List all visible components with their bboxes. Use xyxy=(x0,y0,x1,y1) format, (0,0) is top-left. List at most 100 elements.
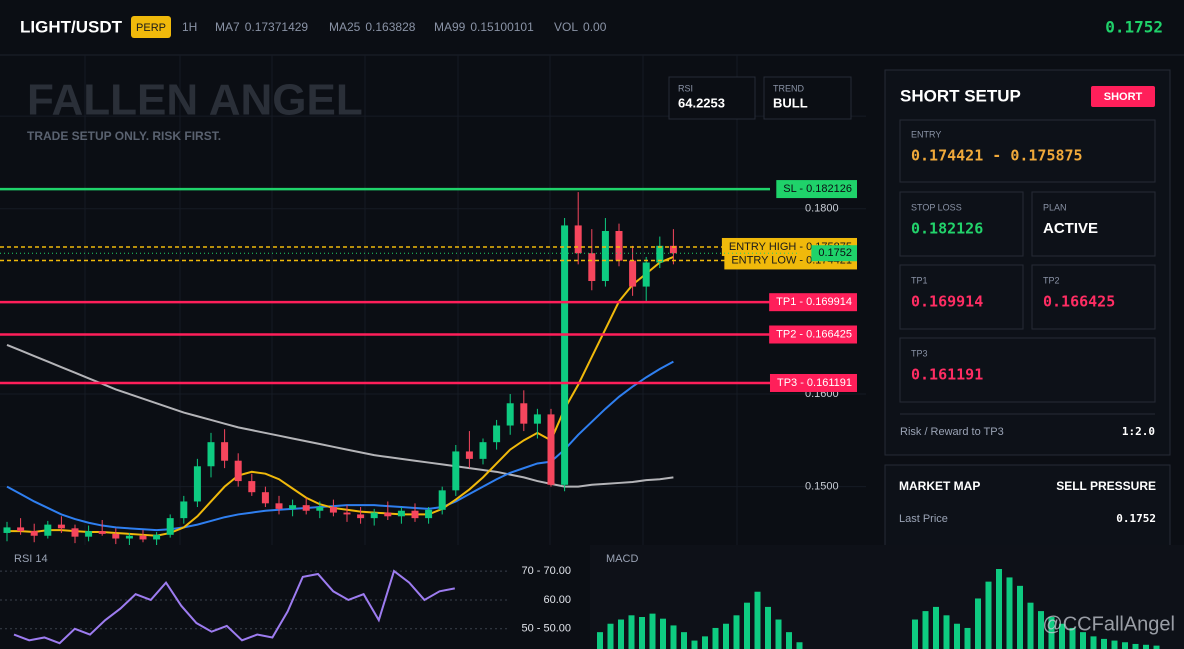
candle-body xyxy=(180,501,188,519)
candle-body xyxy=(561,225,569,485)
candle-body xyxy=(193,466,201,502)
level-tag xyxy=(769,325,857,344)
tp2-label: TP2 xyxy=(1043,275,1060,285)
volume-readout: VOL 0.00 xyxy=(554,20,607,34)
setup-panel: SHORT SETUP SHORT ENTRY 0.174421 - 0.175… xyxy=(884,69,1171,456)
candle-body xyxy=(329,507,337,513)
candle-body xyxy=(166,518,174,535)
stop-label: STOP LOSS xyxy=(911,202,962,212)
interval[interactable]: 1H xyxy=(182,20,197,34)
macd-bar xyxy=(1122,642,1128,649)
macd-bar xyxy=(607,623,614,649)
candle-body xyxy=(411,510,419,519)
macd-bar xyxy=(796,642,803,649)
ma-name: MA99 xyxy=(434,20,466,34)
macd-bar xyxy=(649,613,656,649)
candle-body xyxy=(316,507,324,511)
macd-bar xyxy=(618,619,624,649)
level-tag xyxy=(776,180,857,199)
indicator-charts: 70 - 70.00 60.00 50 - 50.00 xyxy=(0,565,1160,649)
last-price-label: Last Price xyxy=(899,513,948,525)
overlay-subtitle: TRADE SETUP ONLY. RISK FIRST. xyxy=(27,129,221,143)
panel-title: SHORT SETUP xyxy=(900,86,1021,105)
rsi-box xyxy=(668,76,756,120)
ma25-readout: MA25 0.163828 xyxy=(329,20,416,34)
candle-body xyxy=(57,524,65,529)
ma99-readout: MA99 0.15100101 xyxy=(434,20,534,34)
macd-bar xyxy=(1101,638,1107,649)
tp1-label: TP1 xyxy=(911,275,928,285)
last-price-tag xyxy=(811,245,857,262)
macd-bar xyxy=(1017,585,1023,649)
ma-value: 0.17371429 xyxy=(245,20,309,34)
tp3-card xyxy=(899,337,1156,403)
stop-card xyxy=(899,191,1024,257)
y-tick-label: 0.1500 xyxy=(805,481,839,493)
ma-name: MA25 xyxy=(329,20,361,34)
vertical-grid xyxy=(84,55,738,545)
macd-bar xyxy=(975,598,981,649)
macd-bar xyxy=(775,619,782,649)
macd-bar xyxy=(712,627,719,649)
rsi-title: RSI 14 xyxy=(14,553,48,565)
candle-body xyxy=(574,225,582,254)
macd-bar xyxy=(660,618,666,649)
candle-body xyxy=(139,535,147,540)
macd-bar xyxy=(1111,640,1118,649)
candle-body xyxy=(615,230,623,261)
last-price-label: 0.1752 xyxy=(818,247,852,259)
candle-body xyxy=(221,442,229,461)
level-label: TP3 - 0.161191 xyxy=(777,377,852,389)
last-price-value: 0.1752 xyxy=(1116,512,1156,525)
macd-bar xyxy=(681,632,687,649)
entry-card xyxy=(899,119,1156,183)
candle-body xyxy=(452,451,460,491)
candle-body xyxy=(669,245,677,254)
macd-bar xyxy=(1090,636,1097,649)
candle-body xyxy=(547,414,555,485)
macd-bar xyxy=(985,581,992,649)
candle-body xyxy=(261,492,269,504)
level-label: TP2 - 0.166425 xyxy=(776,328,852,340)
candle-body xyxy=(85,531,93,537)
candle-body xyxy=(479,442,487,459)
candle-body xyxy=(357,514,365,519)
side-badge xyxy=(1091,86,1155,107)
macd-bar xyxy=(691,640,698,649)
contract-badge xyxy=(131,16,171,38)
header-bar xyxy=(0,0,1184,55)
entry-label: ENTRY xyxy=(911,129,941,139)
ma-value: 0.163828 xyxy=(365,20,415,34)
candle-body xyxy=(30,531,38,536)
ma-value: 0.15100101 xyxy=(470,20,534,34)
level-tag xyxy=(769,293,857,312)
macd-bar xyxy=(1006,577,1013,649)
macd-bar xyxy=(954,623,960,649)
macd-bar xyxy=(1132,643,1139,649)
rsi-line xyxy=(13,569,455,645)
macd-bar xyxy=(1059,623,1065,649)
trend-box xyxy=(763,76,852,120)
tp1-card xyxy=(899,264,1024,330)
macd-bar xyxy=(754,591,761,649)
plot xyxy=(3,192,677,545)
stop-value: 0.182126 xyxy=(911,220,983,238)
candle-body xyxy=(275,503,283,509)
watermark: @CCFallAngel xyxy=(1042,613,1175,635)
candle-body xyxy=(642,262,650,287)
macd-bar xyxy=(912,619,918,649)
macd-area xyxy=(590,545,1184,649)
candle-body xyxy=(425,509,433,519)
symbol: LIGHT/USDT xyxy=(20,17,123,36)
macd-bar xyxy=(786,632,792,649)
macd-bar xyxy=(933,606,939,649)
macd-bar xyxy=(744,602,750,649)
level-tag xyxy=(769,373,857,392)
volume-name: VOL xyxy=(554,20,578,34)
candle-body xyxy=(343,512,351,515)
ma-name: MA7 xyxy=(215,20,240,34)
tp2-value: 0.166425 xyxy=(1043,293,1115,311)
side: SHORT xyxy=(1104,91,1143,103)
